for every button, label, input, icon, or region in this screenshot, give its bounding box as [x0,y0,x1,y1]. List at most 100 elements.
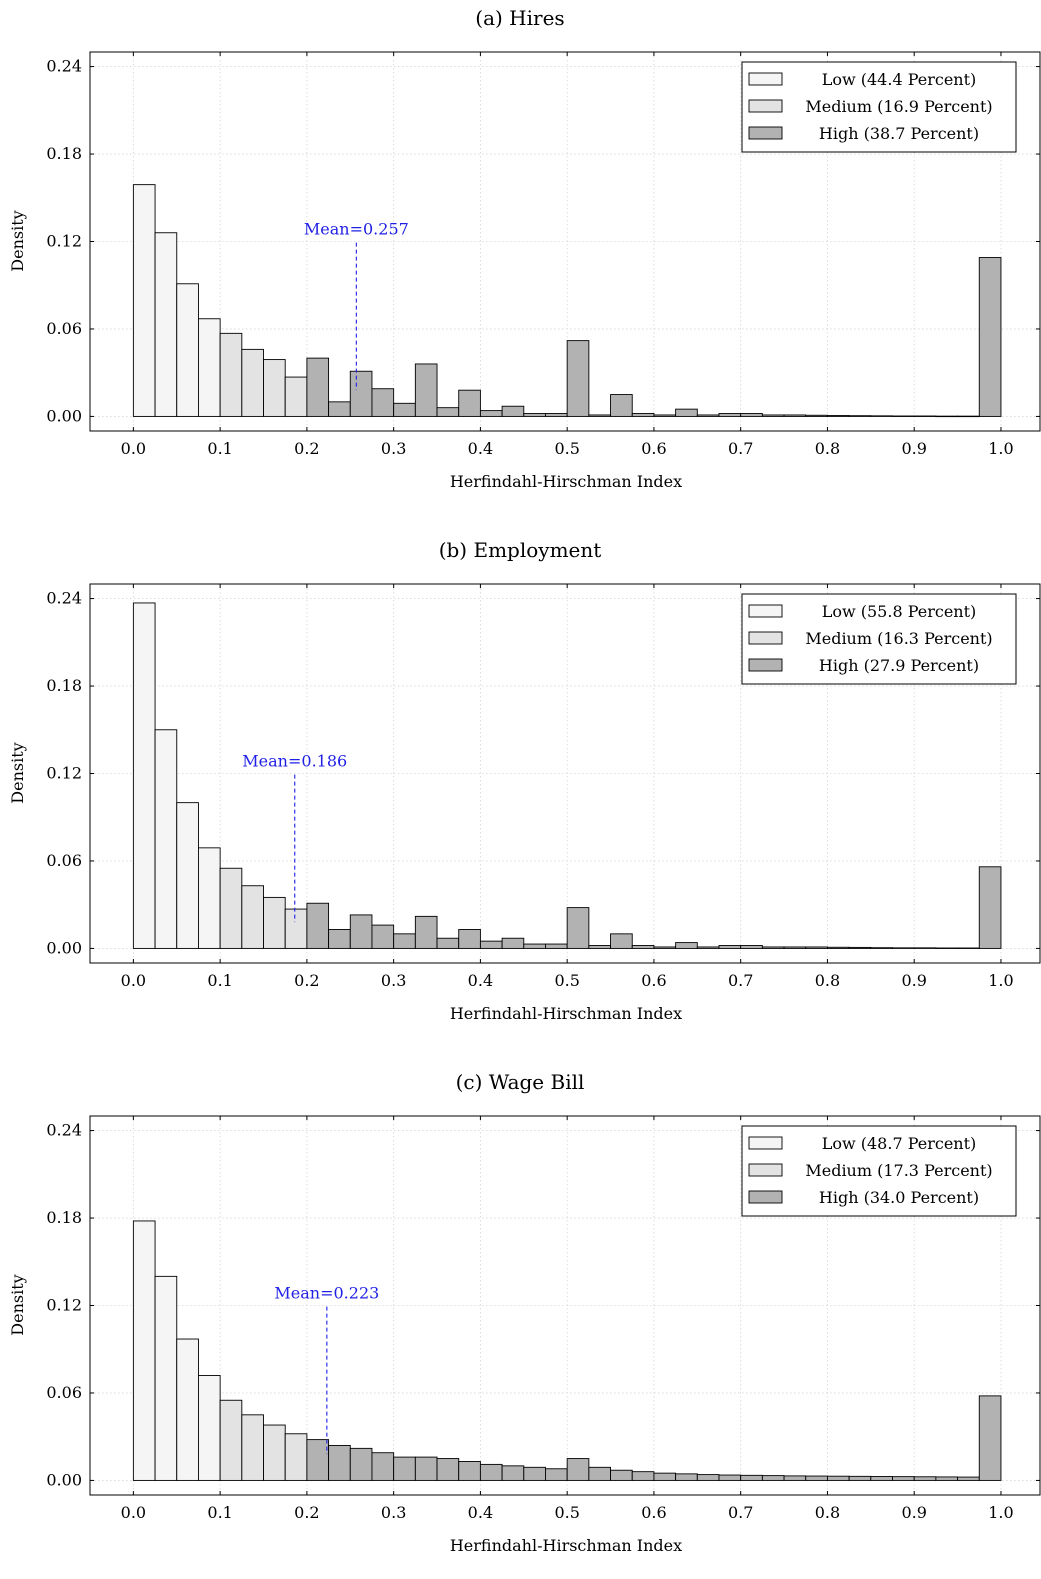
histogram-bar [479,940,503,949]
x-tick-label: 0.1 [207,1503,232,1522]
histogram-bar [957,1476,980,1481]
histogram-bar [935,415,959,418]
y-tick-label: 0.18 [46,676,82,695]
histogram-bar [349,914,373,949]
x-tick-label: 0.7 [728,1503,753,1522]
histogram-bar [132,184,156,417]
x-axis-label: Herfindahl-Hirschman Index [450,1004,682,1023]
mean-label: Mean=0.257 [304,220,409,239]
histogram-bar [653,946,677,949]
histogram-bar [436,1458,460,1481]
x-tick-label: 0.3 [381,971,406,990]
legend-box [741,1125,1017,1217]
histogram-bar [913,1476,937,1481]
x-tick-label: 0.0 [121,971,146,990]
legend: Low (48.7 Percent) Medium (17.3 Percent) H… [741,1125,1017,1217]
y-axis-label: Density [8,742,27,803]
histogram-bar [306,357,330,417]
legend-swatch [748,126,783,140]
histogram-bar [501,1465,525,1481]
histogram-bar [436,407,460,417]
legend-entry: Low (48.7 Percent) [822,1134,977,1153]
legend-entry: Medium (16.9 Percent) [805,97,992,116]
histogram-bar [935,1476,959,1481]
histogram-bar [740,413,763,417]
x-tick-label: 0.5 [554,971,579,990]
y-tick-label: 0.06 [46,1383,82,1402]
x-tick-label: 0.8 [815,439,840,458]
legend-swatch [748,658,783,672]
histogram-bar [566,907,590,949]
chart-title: (c) Wage Bill [456,1070,585,1094]
histogram-bar [631,945,655,949]
histogram-bar [870,1476,893,1481]
histogram-bar [479,410,503,417]
histogram-bar [176,283,199,417]
x-tick-label: 0.1 [207,971,232,990]
histogram-bar [566,340,590,417]
histogram-bar [219,867,243,949]
grid-lines [90,1116,1040,1495]
legend: Low (55.8 Percent) Medium (16.3 Percent) H… [741,593,1017,685]
x-tick-label: 0.6 [641,1503,666,1522]
legend-entry: High (27.9 Percent) [819,656,979,675]
y-tick-label: 0.24 [46,589,82,608]
histogram-bar [696,414,720,417]
histogram-bar [523,943,546,949]
histogram-bar [696,946,720,949]
histogram-bar [241,1414,264,1481]
x-tick-label: 0.9 [901,971,926,990]
legend-box [741,593,1017,685]
legend-swatch [748,99,783,113]
histogram-bar [631,1471,655,1481]
histogram-bar [349,1447,373,1481]
histogram-bar [588,414,611,417]
histogram-bar [284,908,308,949]
legend-swatch [748,1163,783,1177]
histogram-bar [197,318,221,417]
legend-entry: Medium (17.3 Percent) [805,1161,992,1180]
histogram-bar [393,933,416,949]
histogram-bar [783,414,807,417]
histogram-bar [545,1468,568,1481]
histogram-bar [132,1220,156,1481]
histogram-bar [241,885,264,949]
histogram-bar [805,1475,828,1481]
histogram-bar [848,415,872,417]
histogram-bars [132,602,1002,949]
x-tick-label: 0.9 [901,1503,926,1522]
y-tick-label: 0.24 [46,57,82,76]
histogram-bar [197,847,221,949]
histogram-bar [371,924,395,949]
x-tick-label: 0.6 [641,971,666,990]
y-tick-label: 0.12 [46,764,82,783]
x-tick-label: 0.0 [121,1503,146,1522]
x-tick-label: 0.7 [728,439,753,458]
histogram-bar [545,413,568,417]
x-tick-label: 0.5 [554,1503,579,1522]
histogram-bar [176,802,199,949]
histogram-bar [371,388,395,417]
histogram-bar [414,1456,438,1481]
histogram-bar [892,1476,915,1481]
x-axis-label: Herfindahl-Hirschman Index [450,1536,682,1555]
histogram-bar [805,946,828,949]
x-tick-label: 0.8 [815,1503,840,1522]
hires-chart-panel: (a) Hires Herfindahl-Hirschman Index Den… [0,0,1041,515]
histogram-bar [957,415,980,418]
histogram-bar [566,1458,590,1481]
histogram-bar [826,946,850,949]
employment-histogram: (b) Employment Herfindahl-Hirschman Inde… [8,538,1041,1023]
legend-entry: High (34.0 Percent) [819,1188,979,1207]
y-axis-label: Density [8,1274,27,1335]
legend-entry: Low (44.4 Percent) [822,70,977,89]
histogram-bar [740,945,763,949]
histogram-bar [219,332,243,417]
histogram-bar [197,1375,221,1481]
x-tick-label: 0.2 [294,439,319,458]
legend-box [741,61,1017,153]
x-tick-label: 0.9 [901,439,926,458]
y-axis-label: Density [8,210,27,271]
chart-title: (a) Hires [475,6,564,30]
histogram-bar [783,946,807,949]
